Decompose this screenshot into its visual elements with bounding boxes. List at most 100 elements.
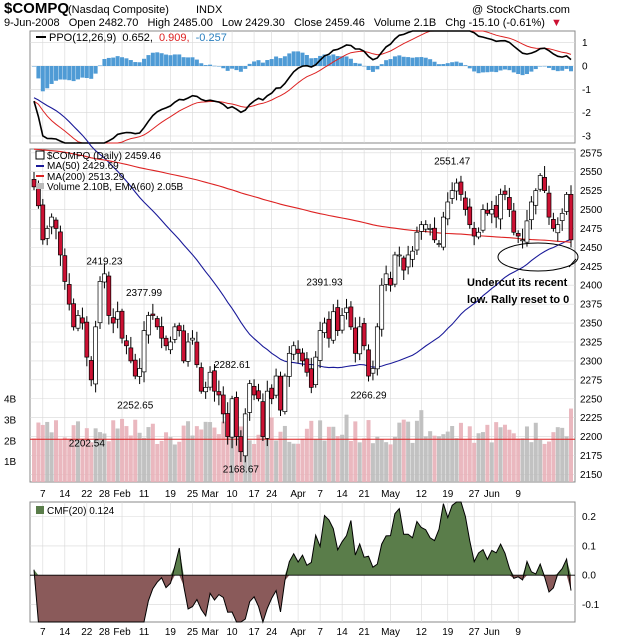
volume-bar — [76, 421, 81, 482]
ppo-histogram-bar — [524, 66, 529, 75]
candle-body — [564, 194, 569, 212]
volume-bar — [102, 433, 107, 482]
y-tick-label: 2425 — [580, 262, 603, 273]
ppo-histogram-bar — [410, 57, 415, 66]
candle-body — [383, 273, 389, 285]
ppo-line — [33, 30, 572, 144]
volume-bar — [168, 437, 173, 482]
ppo-histogram-bar — [164, 54, 169, 66]
candle-body — [436, 243, 442, 245]
ppo-histogram-bar — [128, 60, 133, 66]
y-tick-label: 2475 — [580, 224, 603, 235]
volume-bar — [454, 438, 459, 482]
ppo-histogram-bar — [32, 66, 36, 67]
candle-body — [58, 231, 63, 256]
volume-bar — [98, 432, 103, 482]
x-tick-label-bottom: 19 — [442, 627, 454, 638]
x-tick-label-bottom: 14 — [337, 627, 349, 638]
candle-body — [370, 368, 376, 374]
x-tick-label: Jun — [484, 489, 500, 500]
volume-bar — [340, 434, 345, 482]
volume-bar — [137, 432, 142, 482]
volume-bar — [186, 421, 191, 482]
ppo-histogram-bar — [269, 59, 274, 66]
x-tick-label: 11 — [139, 489, 150, 500]
x-tick-label-bottom: 27 — [469, 627, 481, 638]
x-tick-label-bottom: 12 — [416, 627, 428, 638]
candle-body — [317, 330, 323, 361]
x-tick-label: 22 — [81, 489, 93, 500]
ppo-histogram-bar — [221, 66, 226, 69]
x-tick-label-bottom: 7 — [40, 627, 46, 638]
ppo-histogram-bar — [414, 57, 419, 66]
volume-bar — [282, 425, 287, 482]
candle-body — [106, 275, 112, 316]
volume-bar — [115, 428, 120, 482]
ppo-histogram-bar — [419, 57, 424, 66]
ppo-histogram-bar — [36, 66, 41, 79]
volume-bar — [569, 408, 573, 482]
volume-bar — [445, 431, 450, 482]
candle-body — [163, 337, 169, 347]
volume-bar — [247, 440, 252, 482]
candle-body — [256, 390, 261, 400]
cmf-legend: CMF(20) 0.124 — [47, 506, 115, 517]
x-tick-label: 21 — [359, 489, 371, 500]
ppo-y-tick: -2 — [582, 108, 591, 119]
ppo-histogram-bar — [159, 53, 164, 66]
volume-bar — [476, 433, 481, 482]
candle-body — [269, 387, 275, 400]
ppo-histogram-bar — [379, 64, 384, 66]
ppo-histogram-bar — [58, 66, 63, 80]
x-tick-label-bottom: 21 — [359, 627, 371, 638]
x-tick-label: May — [381, 489, 400, 500]
ppo-histogram-bar — [208, 64, 213, 66]
volume-bar — [529, 442, 534, 482]
volume-bar — [397, 422, 402, 482]
ppo-y-tick: 0 — [582, 62, 588, 73]
candle-body — [458, 181, 464, 195]
candle-body — [273, 375, 279, 396]
cmf-negative-area — [34, 575, 571, 622]
candle-body — [194, 341, 200, 366]
ppo-histogram-bar — [203, 65, 208, 66]
candle-body — [93, 326, 98, 385]
volume-bar — [58, 439, 63, 482]
candle-body — [234, 397, 239, 437]
volume-bar — [335, 436, 340, 482]
candle-body — [203, 387, 209, 393]
volume-bar — [450, 426, 455, 482]
volume-bar — [498, 427, 503, 482]
x-tick-label-bottom: 9 — [515, 627, 521, 638]
ppo-histogram-bar — [340, 56, 345, 66]
candle-body — [520, 239, 525, 242]
volume-bar — [375, 436, 380, 482]
ppo-histogram-bar — [564, 66, 569, 69]
x-tick-label: 19 — [442, 489, 454, 500]
ppo-histogram-bar — [124, 58, 129, 66]
volume-bar — [489, 442, 494, 482]
candle-body — [476, 231, 481, 238]
candle-body — [467, 206, 473, 226]
volume-bar — [524, 426, 529, 482]
ppo-histogram-bar — [353, 62, 358, 66]
candle-body — [264, 390, 270, 439]
ppo-histogram-bar — [489, 66, 494, 72]
volume-bar — [406, 421, 411, 482]
volume-bar — [362, 438, 367, 482]
ppo-histogram-bar — [265, 60, 270, 66]
cmf-y-tick: 0.2 — [582, 512, 596, 523]
cmf-positive-area — [34, 502, 571, 576]
ppo-histogram-bar — [168, 55, 173, 66]
x-tick-label: 28 — [99, 489, 111, 500]
candle-body — [62, 255, 68, 282]
volume-bar — [67, 438, 72, 482]
candle-body — [110, 317, 116, 324]
volume-bar — [388, 444, 393, 482]
ppo-histogram-bar — [190, 57, 195, 66]
x-tick-label: 7 — [40, 489, 46, 500]
candle-body — [485, 209, 490, 214]
candle-body — [533, 190, 539, 206]
candle-body — [529, 201, 534, 221]
ppo-histogram-bar — [278, 58, 283, 66]
